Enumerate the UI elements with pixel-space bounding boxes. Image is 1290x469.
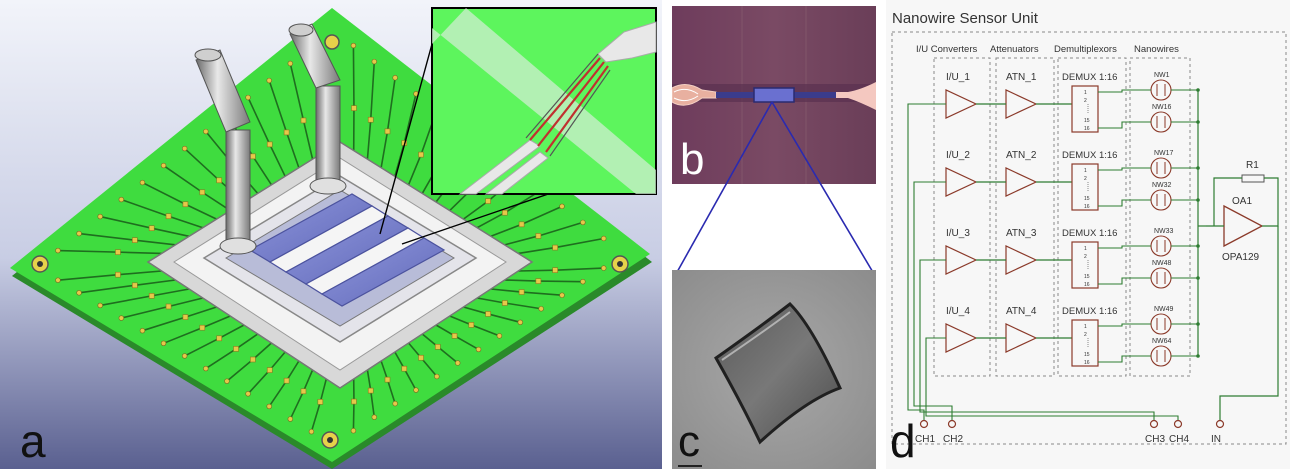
channel-label: CH1	[915, 434, 935, 445]
panel-b-label: b	[680, 135, 705, 184]
atn-label: ATN_4	[1006, 306, 1037, 317]
demux-pin-label: 1	[1084, 324, 1087, 330]
iu-label: I/U_4	[946, 306, 970, 317]
nanowire-label: NW64	[1152, 338, 1172, 345]
panel-c-label: c	[678, 417, 700, 466]
nanowire-symbol	[1150, 345, 1172, 367]
demux-pin-label: 16	[1084, 204, 1090, 210]
col-header-atn: Attenuators	[990, 44, 1039, 55]
inlet-tube	[194, 48, 257, 255]
panel-a-chip-render: a	[0, 0, 662, 469]
channel-label: IN	[1211, 434, 1221, 445]
opamp-name: OA1	[1232, 196, 1252, 207]
demux-label: DEMUX 1:16	[1062, 72, 1117, 83]
resistor-label: R1	[1246, 160, 1259, 171]
outlet-tube	[288, 23, 347, 195]
iu-label: I/U_1	[946, 72, 970, 83]
panel-b-microscope: b	[672, 6, 876, 184]
opamp-part: OPA129	[1222, 252, 1259, 263]
channel-pin	[1215, 419, 1225, 429]
channel-pins: CH1 CH2 CH3 CH4 IN	[907, 392, 1225, 445]
nanowire-symbol	[1150, 157, 1172, 179]
nanowire-symbol	[1150, 313, 1172, 335]
channel-pin	[919, 419, 929, 429]
demux-symbol	[1071, 319, 1099, 367]
demux-label: DEMUX 1:16	[1062, 150, 1117, 161]
demux-pin-label: 1	[1084, 246, 1087, 252]
demux-label: DEMUX 1:16	[1062, 306, 1117, 317]
unit-boundary	[891, 31, 1287, 445]
nanowire-label: NW32	[1152, 182, 1172, 189]
panel-d-schematic: Nanowire Sensor Unit I/U Converters Atte…	[886, 0, 1290, 469]
nanowire-label: NW49	[1154, 306, 1174, 313]
channel-pin	[1173, 419, 1183, 429]
nanowire-label: NW1	[1154, 72, 1170, 79]
mounting-hole	[324, 34, 340, 50]
demux-pin-label: 15	[1084, 352, 1090, 358]
opamp: R1 OA1 OPA129	[1206, 160, 1279, 422]
demux-symbol	[1071, 85, 1099, 133]
panel-d-label: d	[890, 415, 916, 467]
nanoflake	[714, 302, 843, 445]
demux-label: DEMUX 1:16	[1062, 228, 1117, 239]
panel-c-tem: c	[672, 270, 876, 469]
demux-pin-label: 16	[1084, 282, 1090, 288]
channel-pin	[1149, 419, 1159, 429]
demux-pin-label: 1	[1084, 90, 1087, 96]
schematic-row: I/U_1 ATN_1 DEMUX 1:16 1 2 15 16 NW1 NW16	[907, 72, 1200, 392]
callout-line	[401, 189, 561, 245]
nanowire-symbol	[1150, 189, 1172, 211]
nanowire-label: NW16	[1152, 104, 1172, 111]
nanowire-label: NW48	[1152, 260, 1172, 267]
meander-channel	[248, 193, 446, 307]
col-header-nanowires: Nanowires	[1134, 44, 1179, 55]
atn-label: ATN_3	[1006, 228, 1037, 239]
demux-pin-label: 15	[1084, 274, 1090, 280]
nanowire-symbol	[1150, 235, 1172, 257]
schematic-row: I/U_2 ATN_2 DEMUX 1:16 1 2 15 16 NW17 NW32	[913, 150, 1200, 397]
panel-a-label: a	[20, 415, 46, 467]
schematic-row: I/U_4 ATN_4 DEMUX 1:16 1 2 15 16 NW49 NW64	[925, 306, 1200, 407]
demux-symbol	[1071, 163, 1099, 211]
iu-label: I/U_2	[946, 150, 970, 161]
schematic-title: Nanowire Sensor Unit	[892, 10, 1039, 27]
callout-line	[379, 43, 433, 235]
sensor-region	[753, 87, 795, 103]
demux-pin-label: 1	[1084, 168, 1087, 174]
nanowire-symbol	[1150, 79, 1172, 101]
nanowire-label: NW33	[1154, 228, 1174, 235]
channel-pin	[947, 419, 957, 429]
nanowire-label: NW17	[1154, 150, 1174, 157]
demux-symbol	[1071, 241, 1099, 289]
demux-pin-label: 16	[1084, 126, 1090, 132]
demux-pin-label: 16	[1084, 360, 1090, 366]
demux-pin-label: 15	[1084, 196, 1090, 202]
col-header-demux: Demultiplexors	[1054, 44, 1117, 55]
tem-svg	[672, 270, 876, 469]
nanowire-symbol	[1150, 267, 1172, 289]
demux-pin-label: 2	[1084, 332, 1087, 338]
channel-label: CH3	[1145, 434, 1165, 445]
schematic-svg: Nanowire Sensor Unit I/U Converters Atte…	[886, 0, 1290, 469]
zoom-inset	[431, 7, 657, 195]
channel-label: CH2	[943, 434, 963, 445]
demux-pin-label: 2	[1084, 98, 1087, 104]
atn-label: ATN_2	[1006, 150, 1037, 161]
iu-label: I/U_3	[946, 228, 970, 239]
demux-pin-label: 15	[1084, 118, 1090, 124]
col-header-iu: I/U Converters	[916, 44, 977, 55]
channel-label: CH4	[1169, 434, 1189, 445]
nanowire-symbol	[1150, 111, 1172, 133]
demux-pin-label: 2	[1084, 176, 1087, 182]
schematic-row: I/U_3 ATN_3 DEMUX 1:16 1 2 15 16 NW33 NW48	[919, 228, 1200, 402]
atn-label: ATN_1	[1006, 72, 1037, 83]
demux-pin-label: 2	[1084, 254, 1087, 260]
chip-render-svg	[0, 0, 662, 469]
